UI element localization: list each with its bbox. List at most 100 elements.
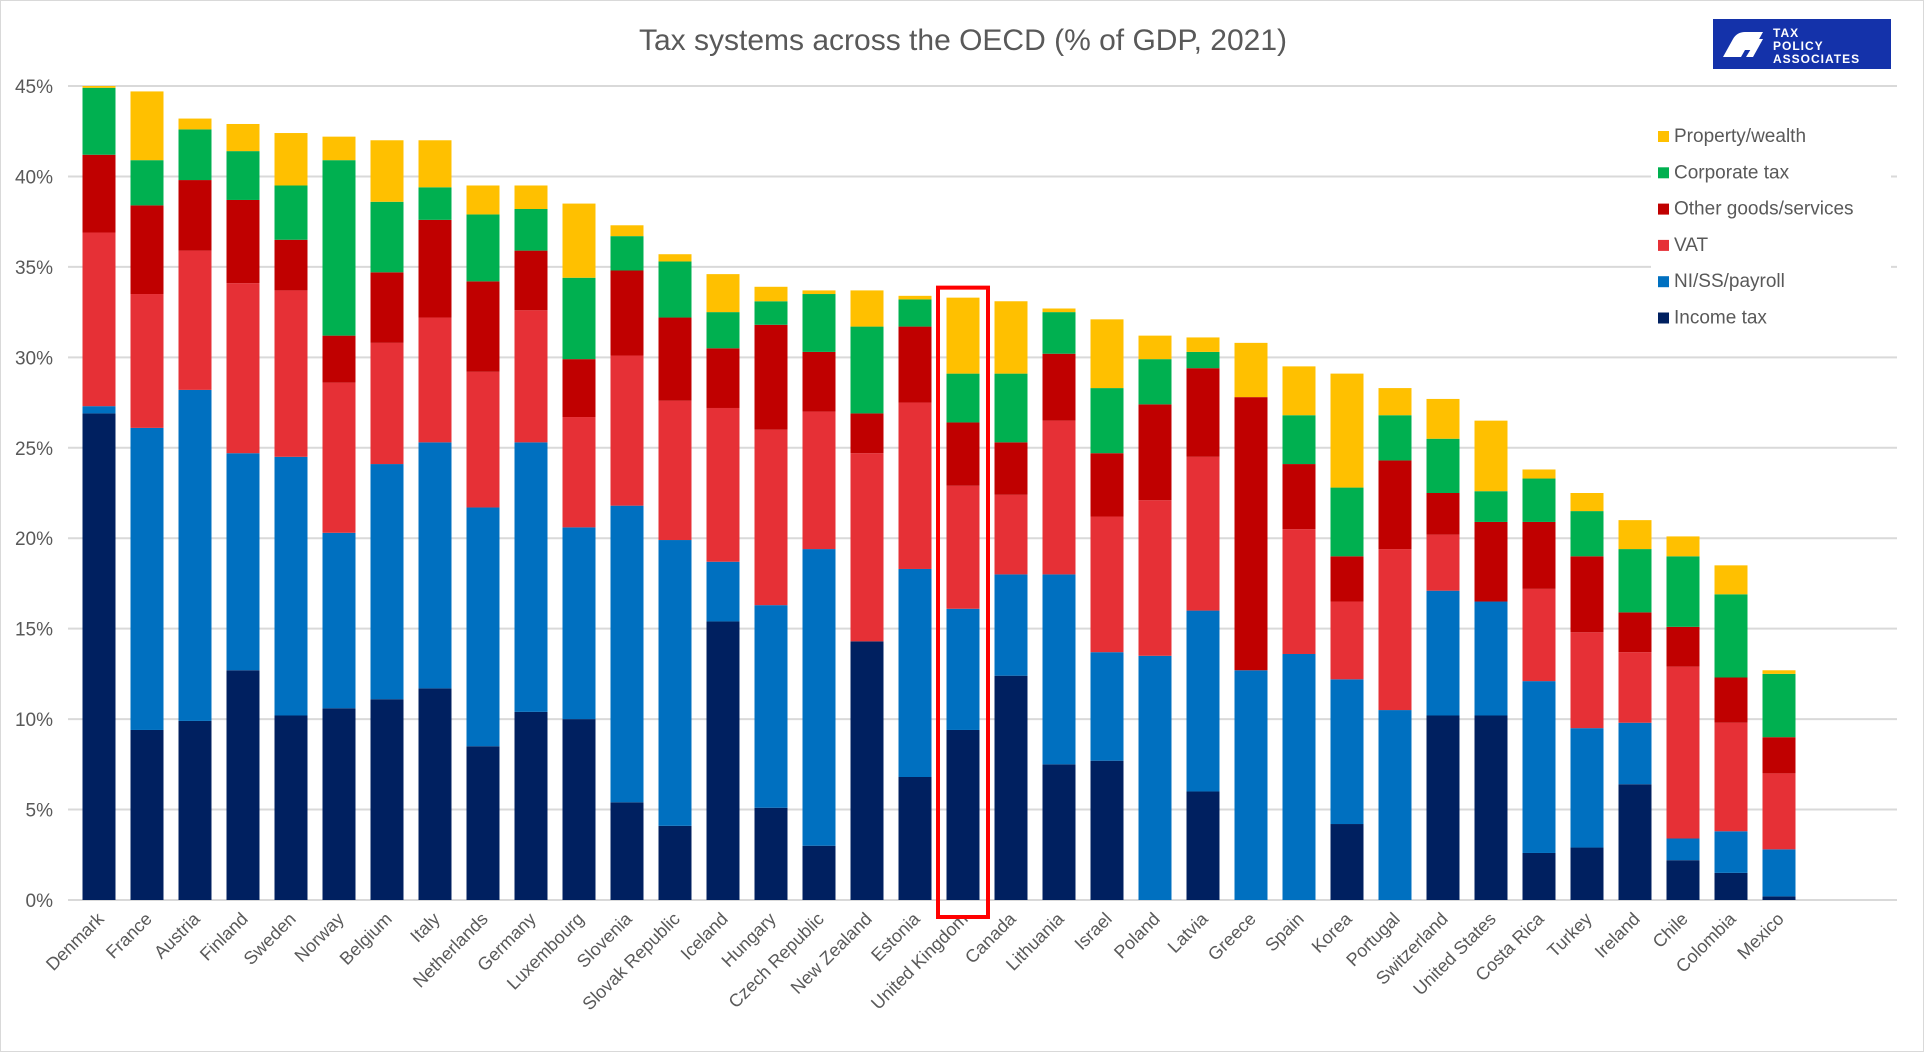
bar-segment	[850, 326, 884, 414]
bar-segment	[1282, 464, 1316, 530]
bar-segment	[1474, 715, 1508, 900]
bar-stack	[610, 225, 644, 900]
bar-segment	[1570, 728, 1604, 848]
bar-segment	[1666, 556, 1700, 627]
bar-segment	[994, 574, 1028, 676]
bar-segment	[130, 205, 164, 295]
bar-segment	[82, 232, 116, 407]
y-tick-label: 15%	[15, 620, 53, 641]
bar-segment	[82, 86, 116, 88]
bar-segment	[1426, 590, 1460, 716]
bar-segment	[1762, 896, 1796, 900]
bar-segment	[1378, 415, 1412, 461]
bar-segment	[1426, 438, 1460, 493]
bar-segment	[322, 335, 356, 383]
bar-segment	[274, 456, 308, 716]
bar-segment	[178, 118, 212, 130]
bar-segment	[1522, 588, 1556, 682]
bar-segment	[1714, 722, 1748, 832]
bar-segment	[1090, 760, 1124, 900]
bar-segment	[1138, 500, 1172, 656]
bar-segment	[1186, 351, 1220, 369]
bar-segment	[994, 442, 1028, 495]
bar-stack	[370, 140, 404, 900]
bar-segment	[658, 540, 692, 826]
bar-segment	[226, 151, 260, 200]
bar-segment	[1666, 838, 1700, 861]
legend-label: Property/wealth	[1674, 126, 1806, 147]
bar-stack	[1330, 373, 1364, 900]
x-tick-label: Ireland	[1591, 909, 1644, 962]
y-tick-label: 5%	[26, 801, 54, 822]
bar-segment	[946, 373, 980, 423]
bar-segment	[322, 708, 356, 900]
legend-label: Other goods/services	[1674, 199, 1854, 220]
bar-segment	[898, 402, 932, 569]
bar-segment	[658, 254, 692, 262]
logo-text-line-1: TAX	[1773, 26, 1799, 40]
bar-segment	[466, 281, 500, 372]
bar-segment	[1522, 521, 1556, 589]
x-tick-label: Belgium	[336, 909, 396, 969]
bar-segment	[946, 608, 980, 730]
bar-segment	[1042, 312, 1076, 354]
bar-segment	[226, 283, 260, 454]
bar-segment	[274, 133, 308, 186]
bar-stack	[802, 290, 836, 900]
bar-segment	[850, 453, 884, 642]
bar-segment	[1282, 415, 1316, 465]
bar-segment	[274, 239, 308, 291]
bar-segment	[1570, 847, 1604, 900]
bar-segment	[1282, 529, 1316, 654]
bar-segment	[706, 621, 740, 900]
bar-segment	[706, 561, 740, 622]
bar-segment	[754, 429, 788, 606]
bar-stack	[1138, 335, 1172, 900]
bar-stack	[994, 301, 1028, 900]
bar-segment	[1618, 784, 1652, 900]
bar-segment	[1186, 456, 1220, 611]
bar-segment	[466, 185, 500, 215]
bar-stack	[274, 133, 308, 900]
bar-segment	[1138, 335, 1172, 360]
legend-swatch	[1658, 131, 1669, 142]
bar-segment	[418, 442, 452, 689]
bar-segment	[610, 505, 644, 803]
bar-segment	[466, 371, 500, 508]
bar-segment	[1090, 453, 1124, 517]
bar-stack	[1474, 420, 1508, 900]
bar-segment	[562, 417, 596, 528]
bar-segment	[754, 301, 788, 325]
bar-segment	[994, 373, 1028, 443]
bar-stack	[1666, 536, 1700, 900]
y-tick-label: 40%	[15, 167, 53, 188]
bar-segment	[1330, 679, 1364, 825]
bar-segment	[370, 699, 404, 900]
bar-segment	[658, 317, 692, 401]
bar-segment	[418, 688, 452, 900]
bar-segment	[1666, 536, 1700, 557]
bar-segment	[1618, 612, 1652, 653]
bar-stack	[466, 185, 500, 900]
bar-segment	[370, 464, 404, 700]
bar-segment	[802, 351, 836, 412]
x-tick-label: Israel	[1071, 909, 1116, 954]
legend-swatch	[1658, 167, 1669, 179]
bar-segment	[850, 290, 884, 327]
bar-segment	[1330, 601, 1364, 680]
legend-label: VAT	[1674, 235, 1709, 256]
bar-segment	[514, 310, 548, 443]
bar-stack	[1426, 398, 1460, 900]
bar-segment	[1618, 520, 1652, 550]
bar-segment	[226, 123, 260, 152]
bar-segment	[754, 286, 788, 302]
bar-segment	[1378, 710, 1412, 900]
bar-segment	[658, 825, 692, 900]
bar-segment	[1042, 353, 1076, 421]
bar-segment	[1570, 511, 1604, 557]
x-tick-label: Spain	[1261, 909, 1308, 956]
bar-segment	[1762, 737, 1796, 774]
bar-segment	[322, 160, 356, 336]
bar-segment	[1042, 574, 1076, 765]
